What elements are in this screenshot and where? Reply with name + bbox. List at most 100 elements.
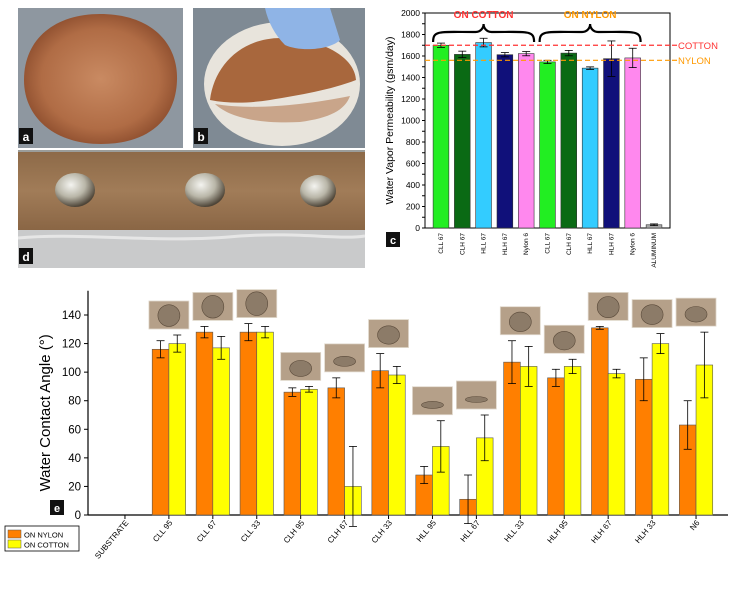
group-label: ON NYLON xyxy=(564,10,617,21)
droplet-inset-photo xyxy=(236,289,278,318)
bar-e-nylon xyxy=(327,387,345,516)
x-tick-label: CLL 67 xyxy=(195,518,219,544)
y-tick-label: 80 xyxy=(68,396,81,408)
bar-e-nylon xyxy=(547,377,565,516)
droplet-inset-photo xyxy=(499,306,541,336)
x-tick-label: CLL 33 xyxy=(239,518,263,544)
bar-e-cotton xyxy=(651,343,670,516)
panel-label-e: e xyxy=(54,503,60,515)
x-tick-label: N6 xyxy=(688,518,702,532)
y-tick-label: 200 xyxy=(406,202,420,212)
x-tick-label: SUBSTRATE xyxy=(93,519,130,561)
bar-e-cotton xyxy=(607,373,626,516)
x-tick-label: Nylon 6 xyxy=(523,233,530,255)
x-tick-label: CLL 67 xyxy=(438,233,445,254)
legend-label: ON NYLON xyxy=(24,531,63,540)
bar-e-cotton xyxy=(520,366,538,516)
peel-edge xyxy=(215,96,350,123)
y-tick-label: 1600 xyxy=(401,51,420,61)
reference-label: COTTON xyxy=(678,41,718,52)
bar-e-nylon xyxy=(371,370,389,516)
x-tick-label: CLH 67 xyxy=(459,233,466,255)
x-tick-label: CLH 67 xyxy=(326,518,351,545)
droplet-inset-photo xyxy=(675,297,717,327)
x-tick-label: HLL 95 xyxy=(415,518,439,544)
bar-c-1 xyxy=(454,54,471,229)
y-tick-label: 2000 xyxy=(401,8,420,18)
droplet-inset-photo xyxy=(192,292,234,321)
panel-label-e-box xyxy=(50,500,64,515)
y-tick-label: 1800 xyxy=(401,30,420,40)
bar-c-7 xyxy=(581,67,599,229)
bar-e-cotton xyxy=(212,347,230,516)
y-tick-label: 0 xyxy=(415,223,420,233)
water-droplet-2 xyxy=(185,173,225,207)
bar-c-6 xyxy=(560,52,577,229)
copper-disc xyxy=(24,14,178,144)
legend-swatch xyxy=(7,529,22,539)
y-tick-label: 60 xyxy=(68,424,81,436)
x-tick-label: HLL 67 xyxy=(587,233,594,254)
bar-e-nylon xyxy=(195,331,214,516)
glove-icon xyxy=(265,8,340,50)
droplet-inset-photo xyxy=(587,292,629,321)
x-tick-label: CLL 67 xyxy=(545,233,552,254)
x-tick-label: HLH 67 xyxy=(589,518,614,545)
bar-e-nylon xyxy=(283,391,301,516)
droplet-inset-photo xyxy=(543,324,585,354)
y-tick-label: 600 xyxy=(406,159,420,169)
droplet-inset-photo xyxy=(368,319,409,348)
panel-label-c: c xyxy=(390,235,396,247)
droplet-inset-photo xyxy=(455,380,497,410)
x-tick-label: HLL 67 xyxy=(459,518,483,544)
y-tick-label: 0 xyxy=(75,510,81,522)
bar-e-nylon xyxy=(503,361,521,516)
chart-e-water-contact-angle: 0 20 40 60 80 100 120 140 SUBSTRATE CLL 95 CLL 67 C… xyxy=(4,289,728,561)
y-tick-label: 120 xyxy=(62,339,81,351)
x-tick-label: CLL 95 xyxy=(151,518,175,544)
bar-e-cotton xyxy=(388,374,406,516)
bar-c-3 xyxy=(496,54,514,229)
bar-c-0 xyxy=(432,44,450,229)
x-tick-label: HLL 33 xyxy=(503,518,527,544)
x-tick-label: CLH 95 xyxy=(282,518,307,545)
photo-b: b xyxy=(193,8,365,148)
bar-c-8 xyxy=(603,58,620,229)
water-droplet-1 xyxy=(55,173,95,207)
panel-label-c-box xyxy=(386,232,400,247)
water-droplet-3 xyxy=(300,175,336,207)
y-tick-label: 40 xyxy=(68,453,81,465)
droplet-inset-photo xyxy=(148,300,190,330)
droplet-inset-photo xyxy=(324,343,366,373)
panel-label-b: b xyxy=(197,130,204,144)
x-tick-label: HLH 67 xyxy=(608,233,615,255)
panel-label-a: a xyxy=(23,130,30,144)
y-tick-label: 400 xyxy=(406,180,420,190)
bar-e-cotton xyxy=(256,331,274,516)
bar-c-9 xyxy=(624,57,641,229)
group-brace xyxy=(538,23,642,43)
reference-label: NYLON xyxy=(678,56,711,67)
bar-e-nylon xyxy=(239,331,258,516)
bar-c-2 xyxy=(475,42,492,229)
y-tick-label: 1200 xyxy=(401,94,420,104)
y-tick-label: 140 xyxy=(62,310,81,322)
bar-e-nylon xyxy=(591,327,609,516)
y-tick-label: 100 xyxy=(62,367,81,379)
group-brace xyxy=(431,23,536,43)
chart-e-ylabel: Water Contact Angle (°) xyxy=(37,334,54,491)
x-tick-label: HLH 67 xyxy=(502,233,509,255)
x-tick-label: CLH 67 xyxy=(566,233,573,255)
panel-label-a-box xyxy=(19,128,33,144)
legend-swatch xyxy=(7,539,22,549)
bar-c-4 xyxy=(518,53,535,229)
y-tick-label: 1400 xyxy=(401,73,420,83)
bar-e-cotton xyxy=(563,366,582,516)
droplet-inset-photo xyxy=(280,352,322,381)
x-tick-label: CLH 33 xyxy=(370,518,395,545)
x-tick-label: Nylon 6 xyxy=(630,233,637,255)
x-tick-label: HLH 33 xyxy=(633,518,658,545)
chart-c-water-vapor-permeability: 0 200 400 600 800 1000 1200 1400 1600 1800 2000 CLL… xyxy=(384,8,718,268)
